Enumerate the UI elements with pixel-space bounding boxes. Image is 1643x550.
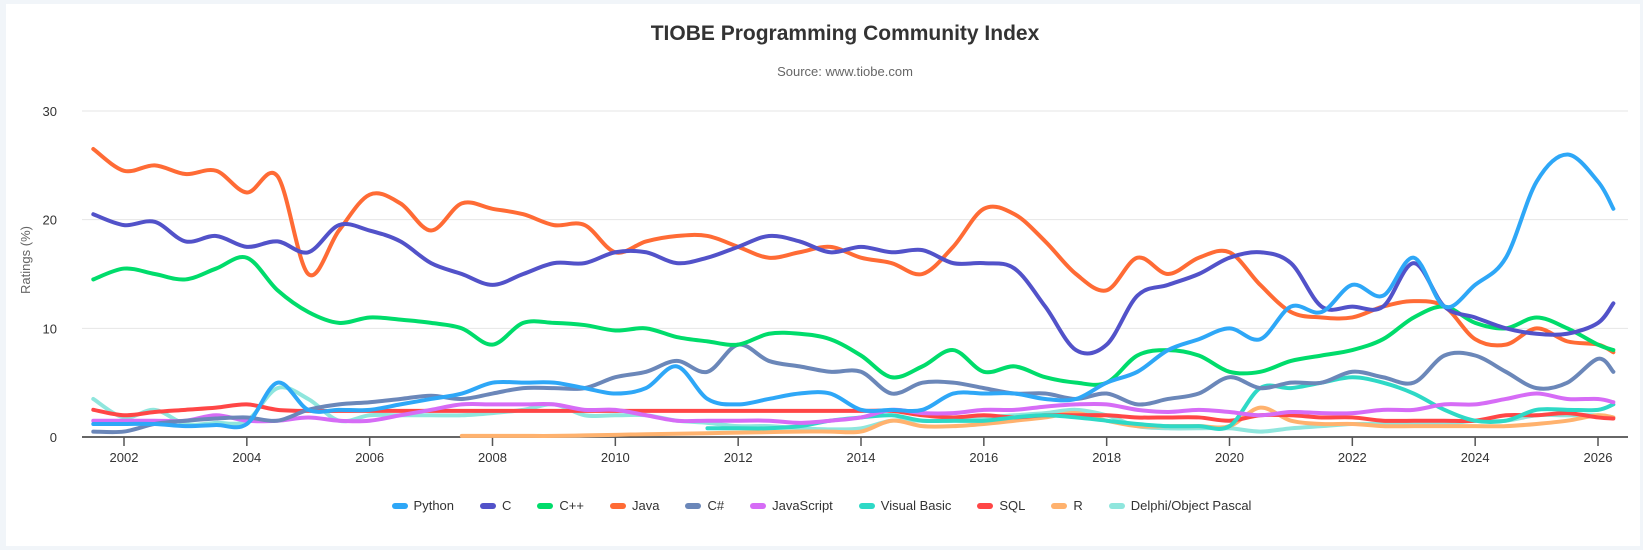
legend-item-r[interactable]: R xyxy=(1051,498,1083,513)
legend-swatch xyxy=(480,502,497,509)
x-tick-label: 2020 xyxy=(1215,450,1244,465)
legend-item-c[interactable]: C xyxy=(480,498,511,513)
legend-item-csharp[interactable]: C# xyxy=(685,498,724,513)
legend-item-cpp[interactable]: C++ xyxy=(537,498,584,513)
legend-swatch xyxy=(685,502,702,509)
legend-swatch xyxy=(977,502,994,509)
chart-subtitle: Source: www.tiobe.com xyxy=(777,64,913,79)
y-tick-label: 10 xyxy=(43,321,57,336)
legend-label: C# xyxy=(707,498,725,513)
series-line-javascript[interactable] xyxy=(91,391,1616,425)
series-line-python[interactable] xyxy=(91,152,1616,430)
legend-label: C++ xyxy=(559,498,584,513)
legend-swatch xyxy=(610,502,626,509)
legend-item-sql[interactable]: SQL xyxy=(977,498,1025,513)
series-line-c[interactable] xyxy=(91,212,1616,356)
legend-label: JavaScript xyxy=(772,498,833,513)
x-tick-label: 2014 xyxy=(847,450,876,465)
y-axis-label: Ratings (%) xyxy=(18,226,33,294)
legend-swatch xyxy=(1108,502,1125,509)
legend-item-delphi[interactable]: Delphi/Object Pascal xyxy=(1108,498,1252,513)
legend-label: C xyxy=(502,498,512,513)
x-tick-label: 2018 xyxy=(1092,450,1121,465)
y-tick-label: 20 xyxy=(43,213,57,228)
legend-swatch xyxy=(858,502,875,509)
x-tick-label: 2006 xyxy=(355,450,384,465)
x-tick-label: 2012 xyxy=(724,450,753,465)
x-tick-label: 2024 xyxy=(1461,450,1490,465)
legend-label: SQL xyxy=(999,498,1026,513)
legend-swatch xyxy=(750,502,767,509)
legend-swatch xyxy=(1051,502,1068,509)
legend-label: Visual Basic xyxy=(880,498,952,513)
legend-label: Python xyxy=(413,498,455,513)
series-line-java[interactable] xyxy=(91,147,1616,355)
x-tick-label: 2016 xyxy=(969,450,998,465)
legend-item-python[interactable]: Python xyxy=(391,498,455,513)
x-tick-label: 2008 xyxy=(478,450,507,465)
legend-item-javascript[interactable]: JavaScript xyxy=(750,498,833,513)
series-line-r[interactable] xyxy=(459,405,1616,438)
x-tick-label: 2002 xyxy=(110,450,139,465)
series-line-c-[interactable] xyxy=(91,342,1616,435)
legend-item-visual-basic[interactable]: Visual Basic xyxy=(858,498,952,513)
y-tick-label: 0 xyxy=(50,430,57,445)
legend-swatch xyxy=(537,502,554,509)
legend-label: Java xyxy=(632,498,660,513)
legend: Python C C++ Java C# JavaScript Visual B… xyxy=(0,498,1643,513)
legend-item-java[interactable]: Java xyxy=(610,498,659,513)
legend-label: R xyxy=(1073,498,1083,513)
x-tick-label: 2026 xyxy=(1584,450,1613,465)
chart-panel xyxy=(6,4,1640,546)
legend-label: Delphi/Object Pascal xyxy=(1130,498,1252,513)
x-tick-label: 2022 xyxy=(1338,450,1367,465)
y-tick-label: 30 xyxy=(43,104,57,119)
legend-swatch xyxy=(391,502,408,509)
series-line-c-[interactable] xyxy=(91,254,1616,387)
chart-title: TIOBE Programming Community Index xyxy=(650,22,1040,45)
x-tick-label: 2010 xyxy=(601,450,630,465)
x-tick-label: 2004 xyxy=(232,450,261,465)
